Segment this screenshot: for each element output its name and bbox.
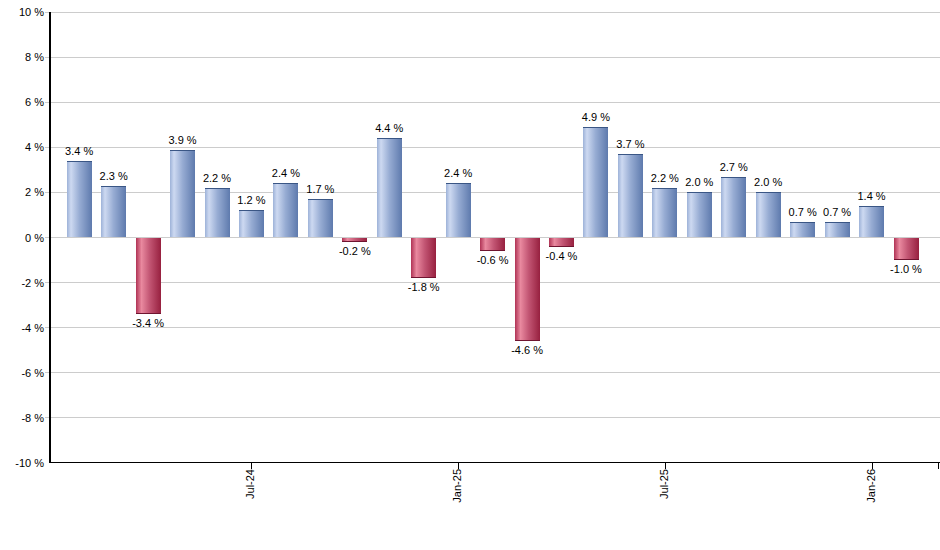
x-axis-tick-label: Jan-25 <box>450 469 464 503</box>
x-axis-tick-label: Jul-24 <box>243 469 257 499</box>
x-axis-labels-layer: Jul-24 Jan-25 Jul-25 Jan-26 <box>0 0 940 550</box>
monthly-returns-bar-chart: 10 %8 %6 %4 %2 %0 %-2 %-4 %-6 %-8 %-10 %… <box>0 0 940 550</box>
x-axis-tick-label: Jul-25 <box>657 469 671 499</box>
x-axis-tick-label: Jan-26 <box>864 469 878 503</box>
